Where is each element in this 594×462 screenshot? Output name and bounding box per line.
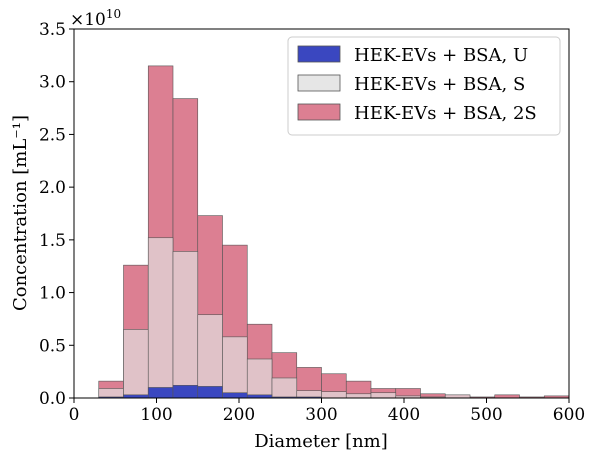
y-tick-label-5: 2.5 — [39, 125, 66, 145]
bar-series-1-bin-0 — [98, 388, 124, 399]
bar-series-2-bin-5 — [222, 392, 248, 399]
y-tick-label-1: 0.5 — [39, 336, 66, 356]
ticks-layer: 0 100 200 300 400 500 600 0.0 0.5 1.0 1.5 2.0 2.5 3.0… — [39, 20, 585, 425]
bar-series-1-bin-4 — [197, 314, 223, 399]
bar-series-1-bin-3 — [172, 251, 199, 399]
bar-series-2-bin-3 — [172, 385, 199, 399]
y-tick-label-4: 2.0 — [39, 178, 66, 198]
y-tick-label-6: 3.0 — [39, 73, 66, 93]
x-tick-label-2: 200 — [223, 405, 255, 425]
y-axis-label: Concentration [mL⁻¹] — [10, 115, 31, 311]
y-tick-label-2: 1.0 — [39, 284, 66, 304]
y-tick-label-7: 3.5 — [39, 20, 66, 40]
legend-swatch-1 — [297, 74, 341, 92]
bar-series-1-bin-7 — [271, 377, 298, 399]
legend-box — [287, 36, 561, 136]
y-tick-label-0: 0.0 — [39, 389, 66, 409]
legend-label-2: HEK-EVs + BSA, 2S — [354, 103, 537, 124]
bar-series-1-bin-9 — [321, 391, 347, 399]
legend-label-1: HEK-EVs + BSA, S — [354, 74, 525, 95]
legend-swatch-0 — [297, 45, 341, 63]
x-tick-label-6: 600 — [553, 405, 585, 425]
bar-series-1-bin-10 — [345, 393, 372, 399]
plot-frame — [73, 28, 570, 399]
bar-series-1-bin-11 — [370, 392, 397, 399]
x-tick-label-1: 100 — [140, 405, 172, 425]
y-tick-label-3: 1.5 — [39, 231, 66, 251]
x-axis-label: Diameter [nm] — [254, 431, 388, 452]
bar-series-1-bin-1 — [123, 329, 149, 399]
bar-series-1-bin-5 — [222, 336, 248, 399]
legend: HEK-EVs + BSA, U HEK-EVs + BSA, S HEK-EVs … — [287, 36, 561, 136]
bars-layer — [98, 65, 570, 399]
x-tick-label-4: 400 — [388, 405, 420, 425]
legend-label-0: HEK-EVs + BSA, U — [354, 45, 528, 66]
bar-series-1-bin-6 — [246, 358, 273, 399]
bar-series-2-bin-4 — [197, 386, 223, 399]
y-multiplier: ×1010 — [70, 7, 121, 30]
x-tick-label-0: 0 — [69, 405, 80, 425]
legend-swatch-2 — [297, 103, 341, 121]
bar-series-2-bin-2 — [147, 387, 174, 399]
x-tick-label-3: 300 — [305, 405, 337, 425]
x-tick-label-5: 500 — [470, 405, 502, 425]
bar-series-1-bin-2 — [147, 237, 174, 399]
